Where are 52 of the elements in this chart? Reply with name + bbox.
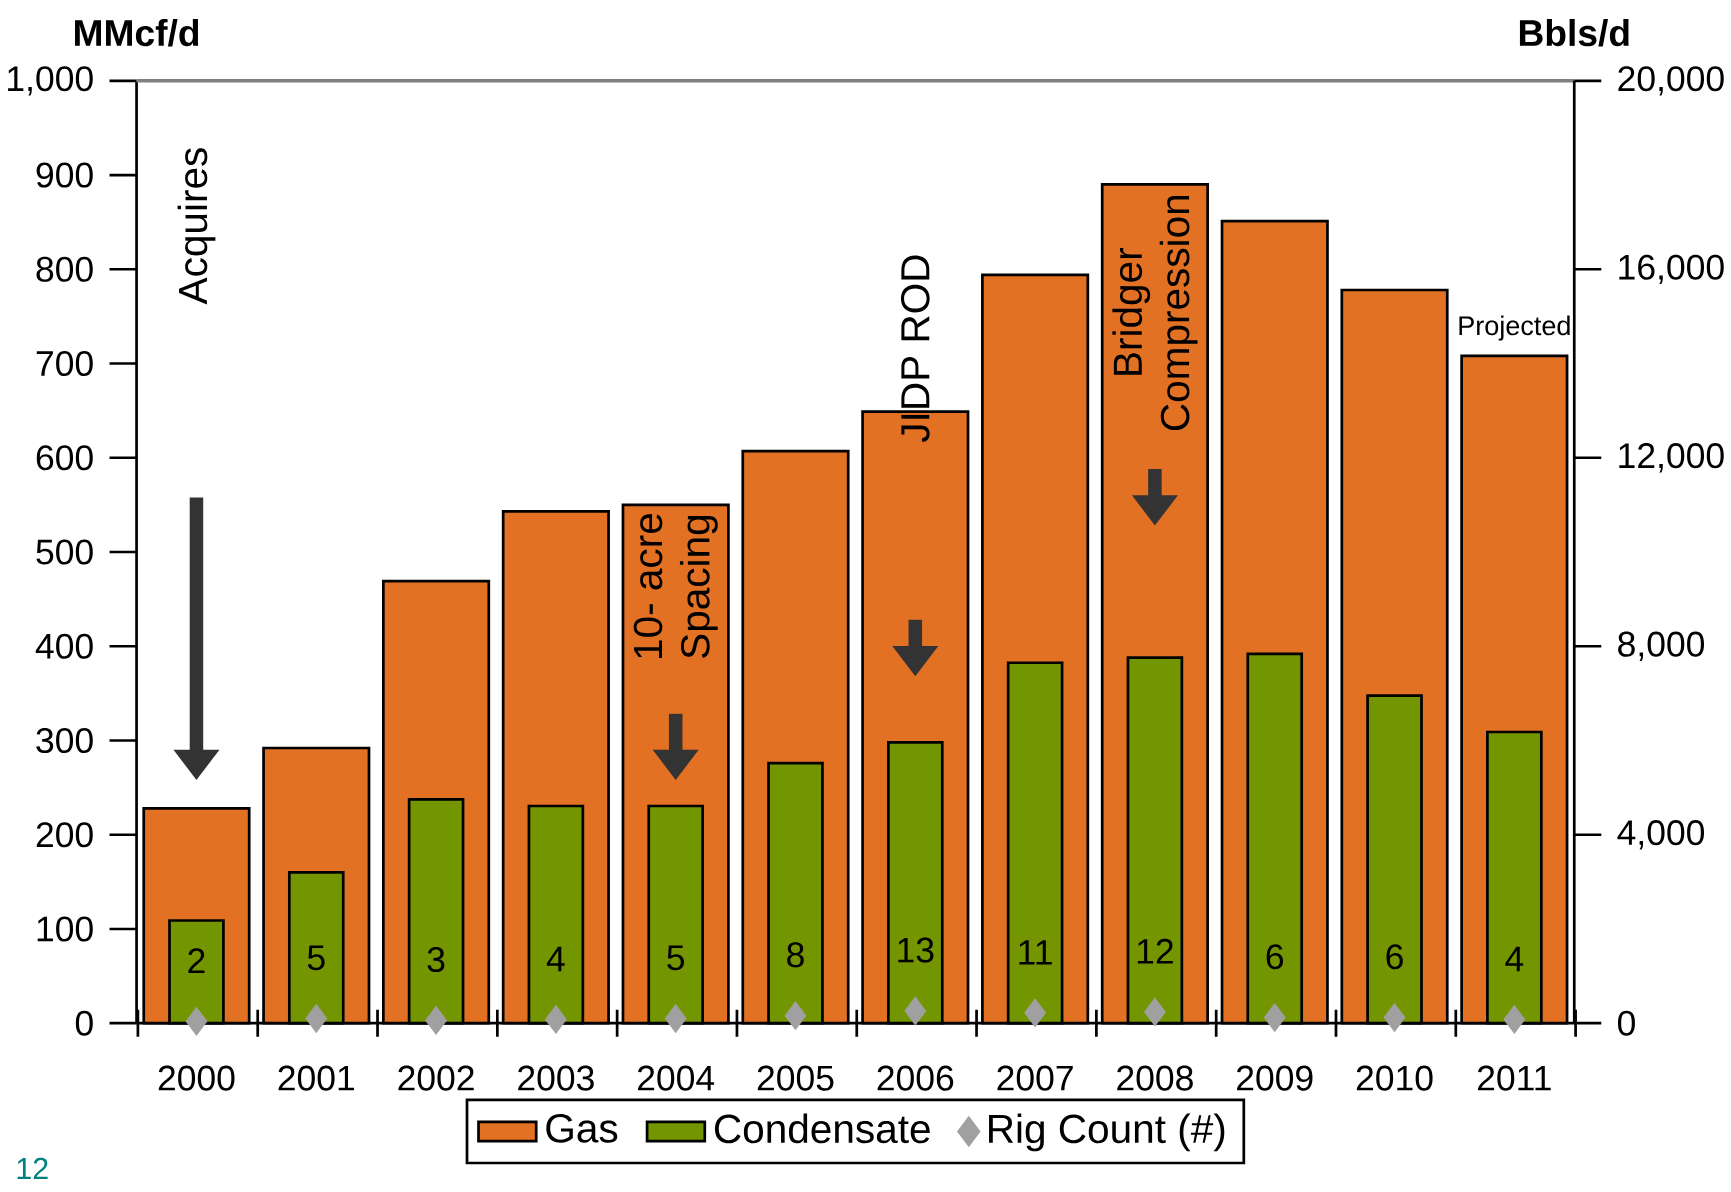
y2-tick-label: 12,000	[1619, 442, 1724, 473]
y-tick-label: 400	[35, 633, 93, 659]
y2-axis-title: Bbls/d	[1519, 18, 1629, 47]
annotation: JIDP ROD	[900, 255, 930, 442]
x-tick-label: 2001	[278, 1065, 354, 1091]
annotation: 10- acre Spacing	[633, 513, 718, 658]
data-label: 4	[546, 946, 565, 971]
y-tick-label: 800	[36, 256, 93, 282]
y-tick-label: 900	[36, 162, 93, 188]
y-tick-label: 500	[36, 539, 93, 565]
data-label: 6	[1266, 943, 1284, 970]
y2-tick-label: 20,000	[1618, 65, 1724, 96]
y2-tick-label: 8,000	[1618, 631, 1705, 661]
data-label: 13	[898, 937, 934, 963]
x-tick-label: 2000	[158, 1065, 235, 1091]
data-label: 12	[1137, 938, 1173, 964]
annotation: Bridger Compression	[1112, 195, 1198, 430]
annotation: Projected	[1459, 315, 1570, 341]
data-label: 6	[1386, 943, 1403, 970]
legend-label: Condensate	[714, 1113, 930, 1144]
y2-tick-label: 0	[1618, 1010, 1635, 1036]
x-tick-label: 2004	[638, 1065, 715, 1091]
x-tick-label: 2009	[1237, 1065, 1313, 1091]
x-tick-label: 2010	[1356, 1065, 1433, 1091]
y-tick-label: 300	[36, 727, 93, 753]
x-tick-label: 2005	[757, 1065, 834, 1091]
x-tick-label: 2007	[997, 1065, 1073, 1091]
data-label: 11	[1019, 939, 1052, 965]
x-tick-label: 2002	[398, 1065, 474, 1091]
text: 12	[17, 1157, 48, 1179]
x-tick-label: 2008	[1117, 1065, 1193, 1091]
y-tick-label: 100	[37, 916, 93, 942]
x-tick-label: 2011	[1478, 1065, 1551, 1091]
y-tick-label: 200	[36, 821, 93, 848]
y-tick-label: 600	[36, 444, 93, 471]
data-label: 8	[787, 942, 804, 968]
data-label: 3	[427, 946, 445, 972]
y-axis-title: MMcf/d	[75, 18, 199, 47]
y-tick-label: 700	[36, 350, 93, 376]
y2-tick-label: 16,000	[1619, 254, 1724, 284]
annotation: Acquires	[177, 147, 216, 305]
y2-tick-label: 4,000	[1617, 819, 1705, 850]
legend-label: Rig Count (#)	[989, 1113, 1225, 1152]
data-label: 2	[188, 948, 205, 973]
legend-label: Gas	[546, 1113, 618, 1143]
y-tick-label: 1,000	[8, 65, 93, 96]
data-label: 5	[667, 945, 685, 970]
x-tick-label: 2006	[877, 1065, 954, 1091]
data-label: 5	[307, 945, 325, 970]
x-tick-label: 2003	[518, 1065, 594, 1091]
data-label: 4	[1505, 946, 1524, 971]
y-tick-label: 0	[75, 1010, 93, 1036]
